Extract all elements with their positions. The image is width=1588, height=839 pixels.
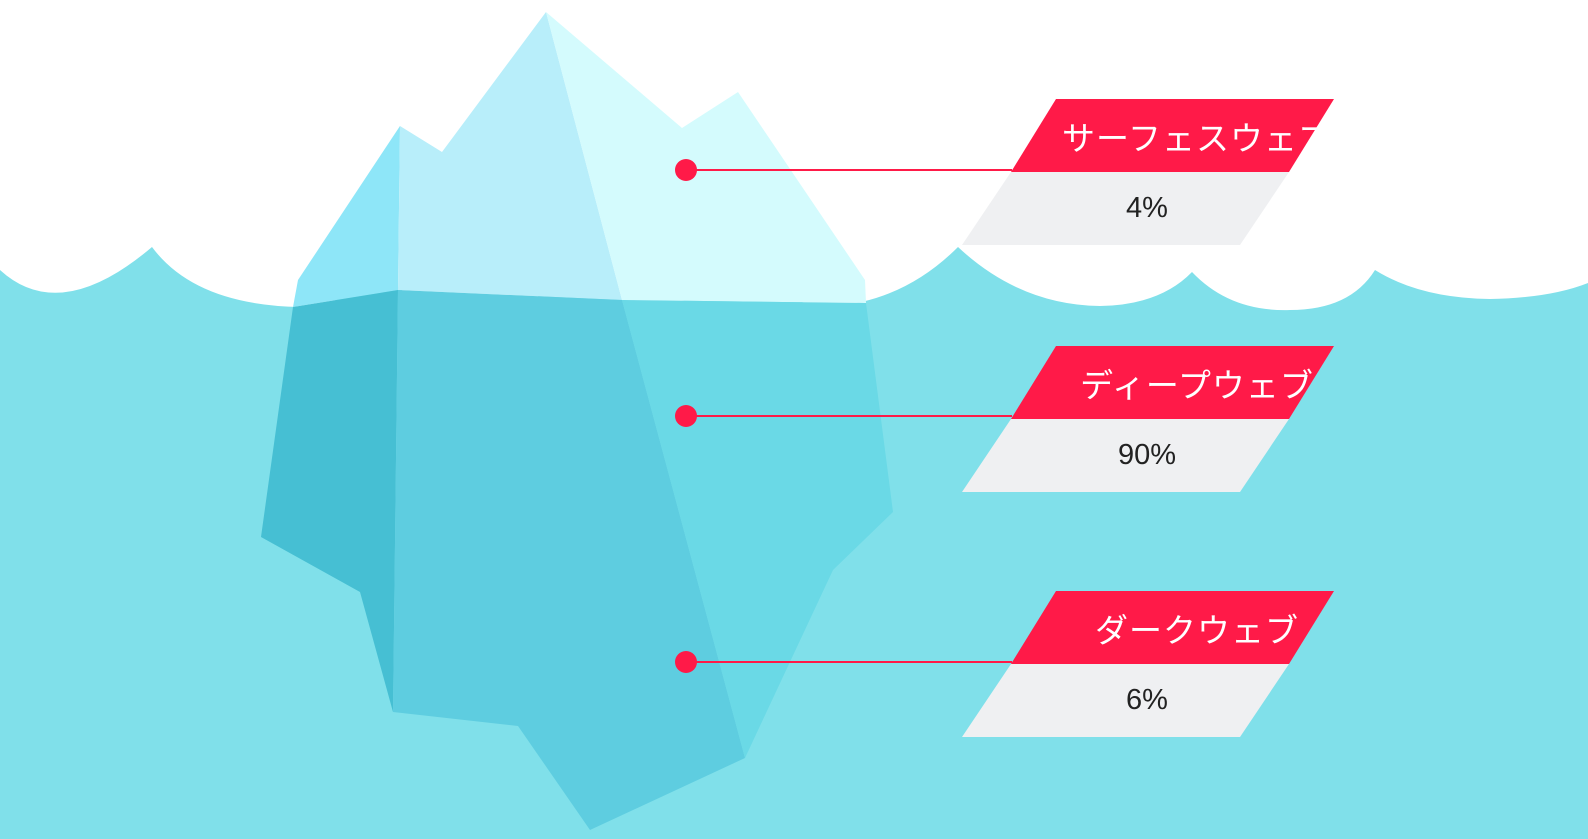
layer-name: サーフェスウェブ: [1061, 118, 1333, 158]
layer-value: 6%: [1126, 684, 1168, 716]
marker-dot: [675, 405, 697, 427]
layer-name: ダークウェブ: [1095, 610, 1299, 650]
pointer-surface: [675, 159, 1012, 181]
marker-dot: [675, 159, 697, 181]
layer-label-surface: サーフェスウェブ 4%: [962, 99, 1362, 245]
marker-dot: [675, 651, 697, 673]
layer-label-dark: ダークウェブ 6%: [962, 591, 1362, 737]
layer-value: 4%: [1126, 192, 1168, 224]
layer-value: 90%: [1117, 439, 1177, 471]
layer-name: ディープウェブ: [1080, 365, 1314, 405]
iceberg-tip: [293, 12, 866, 307]
pointer-dark: [675, 651, 1012, 673]
layer-label-deep: ディープウェブ 90%: [962, 346, 1362, 492]
pointer-deep: [675, 405, 1012, 427]
